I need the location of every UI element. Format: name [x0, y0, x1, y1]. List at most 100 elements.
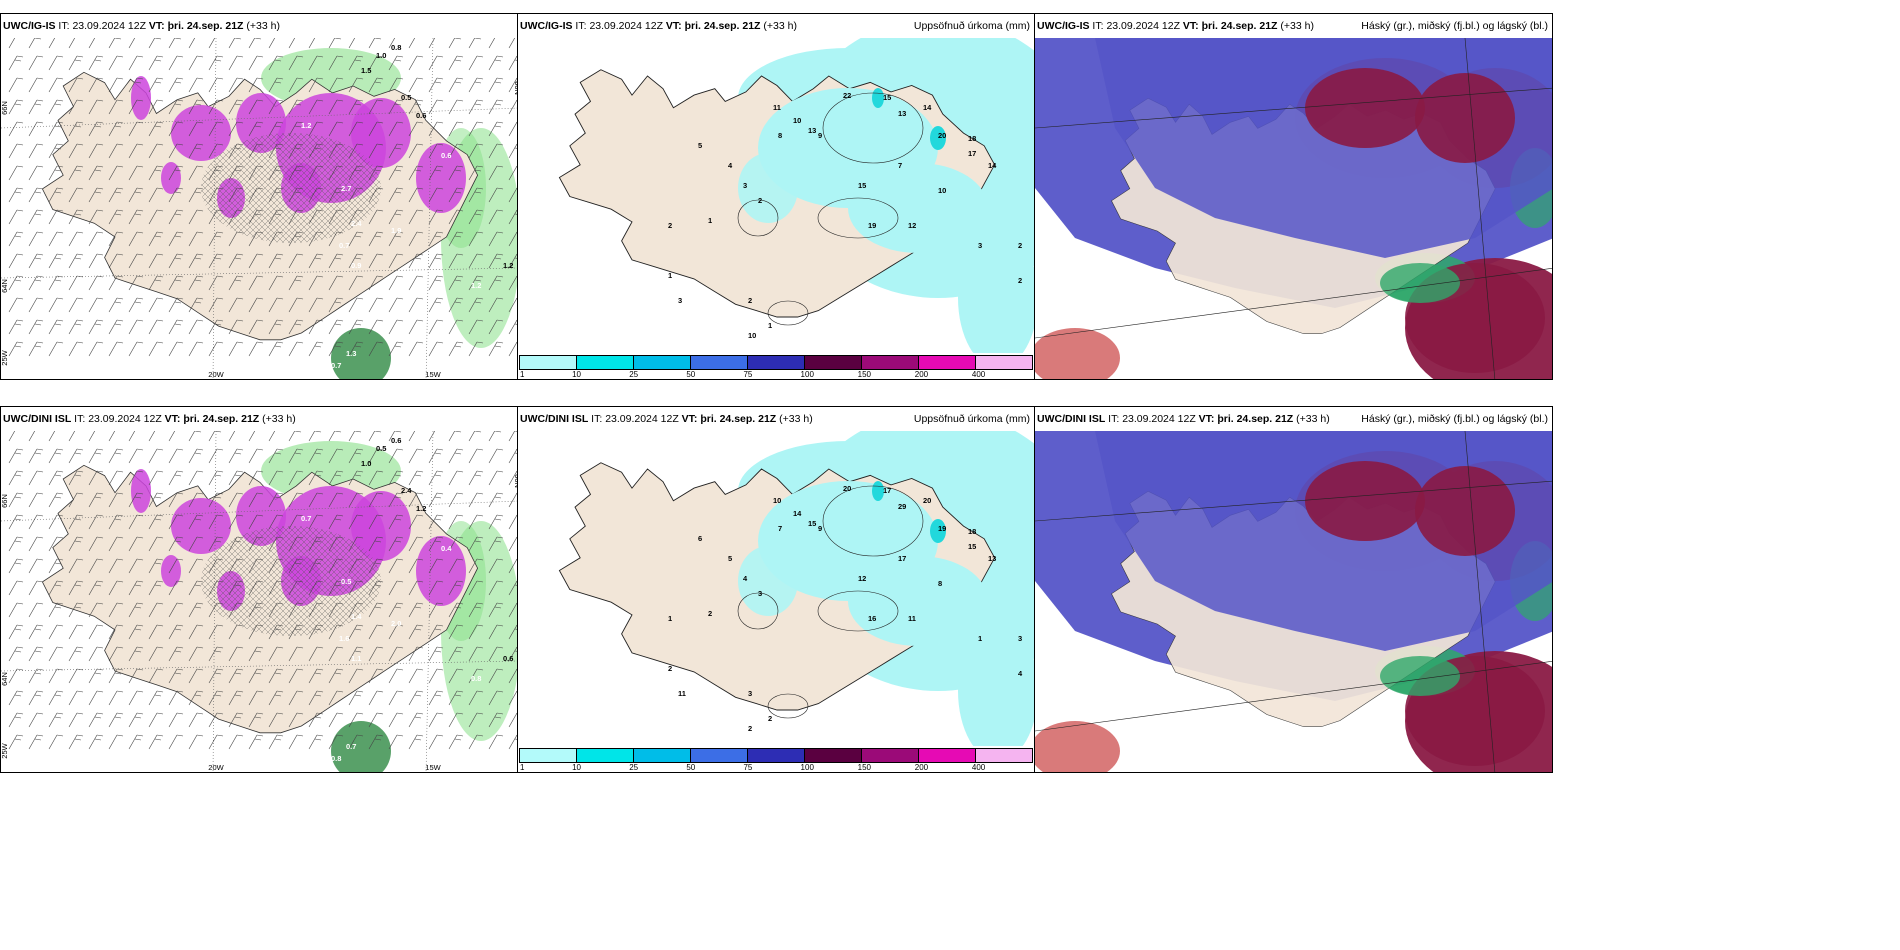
precip-value-label: 15 — [858, 181, 866, 190]
precip-value-label: 10 — [773, 496, 781, 505]
colorbar-swatch — [691, 356, 748, 369]
precip-value-label: 18 — [968, 134, 976, 143]
panel-precip-dini: UWC/DINI ISL IT: 23.09.2024 12Z VT: þri.… — [517, 406, 1035, 773]
snow-value-label: 0.4 — [441, 544, 452, 553]
precip-value-label: 6 — [698, 534, 702, 543]
lat-label: 66N — [513, 81, 518, 95]
colorbar-tick-label: 100 — [800, 763, 814, 772]
precip-value-label: 3 — [743, 181, 747, 190]
precip-value-label: 7 — [898, 161, 902, 170]
lat-label: 25W — [1, 742, 9, 758]
precip-value-label: 9 — [818, 131, 822, 140]
snow-value-label: 1.3 — [346, 349, 356, 358]
snow-value-label: 2.7 — [341, 184, 351, 193]
colorbar-swatch — [862, 356, 919, 369]
precip-value-label: 11 — [773, 103, 781, 112]
snow-value-label: 1.6 — [339, 634, 349, 643]
precip-value-label: 20 — [923, 496, 931, 505]
precip-value-label: 19 — [938, 524, 946, 533]
precip-value-label: 2 — [1018, 241, 1022, 250]
precip-colorbar: 1 10 25 50 75 100 150 200 400 — [518, 353, 1034, 379]
precip-value-label: 3 — [758, 589, 762, 598]
wind-map: 20W 15W 66N 64N 25W 66N 0.5 0.6 1.0 2.4 1.2 0.6 0.5 1… — [1, 431, 517, 772]
precip-value-label: 2 — [1018, 276, 1022, 285]
precip-value-label: 8 — [778, 131, 782, 140]
precip-value-label: 13 — [808, 126, 816, 135]
panel-right-title: Háský (gr.), miðský (fj.bl.) og lágský (… — [1361, 407, 1548, 431]
colorbar-tick-label: 150 — [857, 370, 872, 379]
lon-label: 15W — [425, 370, 441, 379]
colorbar-swatch — [634, 356, 691, 369]
precip-value-label: 12 — [908, 221, 916, 230]
colorbar-tick-label: 400 — [971, 763, 986, 772]
precip-value-label: 2 — [758, 196, 762, 205]
precip-value-label: 10 — [793, 116, 801, 125]
precip-value-label: 2 — [768, 714, 772, 723]
precip-value-label: 17 — [968, 149, 976, 158]
lon-label: 20W — [208, 370, 224, 379]
panel-wind-igis: UWC/IG-IS IT: 23.09.2024 12Z VT: þri. 24… — [0, 13, 518, 380]
colorbar-tick-label: 50 — [686, 370, 696, 379]
precip-value-label: 3 — [978, 241, 982, 250]
cloud-map — [1035, 38, 1552, 379]
colorbar-swatch — [577, 356, 634, 369]
snow-value-label: 0.6 — [416, 111, 426, 120]
snow-value-label: 0.8 — [331, 754, 341, 763]
colorbar-swatch — [577, 749, 634, 762]
panel-cloud-dini: UWC/DINI ISL IT: 23.09.2024 12Z VT: þri.… — [1034, 406, 1553, 773]
colorbar-tick-label: 10 — [572, 370, 582, 379]
precip-value-label: 1 — [768, 321, 772, 330]
panel-right-title: Háský (gr.), miðský (fj.bl.) og lágský (… — [1361, 14, 1548, 38]
precip-value-label: 14 — [923, 103, 932, 112]
precip-value-label: 2 — [668, 664, 672, 673]
precip-value-label: 5 — [728, 554, 732, 563]
precip-value-label: 3 — [1018, 634, 1022, 643]
panel-cloud-igis: UWC/IG-IS IT: 23.09.2024 12Z VT: þri. 24… — [1034, 13, 1553, 380]
precip-value-label: 14 — [793, 509, 802, 518]
snow-value-label: 1.1 — [351, 654, 361, 663]
snow-value-label: 1.2 — [471, 281, 481, 290]
precip-value-label: 1 — [668, 271, 672, 280]
precip-value-label: 17 — [898, 554, 906, 563]
precip-value-label: 3 — [748, 689, 752, 698]
snow-value-label: 0.7 — [301, 514, 311, 523]
precip-value-label: 20 — [938, 131, 946, 140]
colorbar-swatch — [748, 356, 805, 369]
precip-value-label: 3 — [678, 296, 682, 305]
precip-value-label: 5 — [698, 141, 702, 150]
snow-value-label: 0.9 — [351, 261, 361, 270]
colorbar-tick-label: 25 — [629, 370, 639, 379]
precip-value-label: 13 — [898, 109, 906, 118]
snow-value-label: 1.2 — [503, 261, 513, 270]
snow-value-label: 2.0 — [391, 619, 401, 628]
snow-value-label: 2.4 — [351, 219, 362, 228]
colorbar-tick-label: 400 — [971, 370, 986, 379]
panel-precip-igis: UWC/IG-IS IT: 23.09.2024 12Z VT: þri. 24… — [517, 13, 1035, 380]
colorbar-tick-label: 25 — [629, 763, 639, 772]
snow-value-label: 0.5 — [376, 444, 386, 453]
colorbar-swatch — [976, 356, 1032, 369]
wind-map: 20W 15W 66N 64N 25W 66N 1.0 0.8 1.5 0.5 0.6 1.2 2.7 2… — [1, 38, 518, 379]
panel-wind-dini: UWC/DINI ISL IT: 23.09.2024 12Z VT: þri.… — [0, 406, 518, 773]
colorbar-swatch — [919, 749, 976, 762]
colorbar-tick-label: 75 — [743, 370, 753, 379]
colorbar-tick-label: 50 — [686, 763, 696, 772]
snow-value-label: 0.6 — [391, 436, 401, 445]
colorbar-tick-label: 1 — [520, 370, 525, 379]
lat-label: 66N — [1, 101, 9, 115]
colorbar-tick-label: 1 — [520, 763, 525, 772]
precip-value-label: 22 — [843, 91, 851, 100]
colorbar-swatch — [520, 356, 577, 369]
colorbar-tick-label: 200 — [914, 763, 929, 772]
snow-value-label: 0.6 — [503, 654, 513, 663]
colorbar-swatch — [520, 749, 577, 762]
lat-label: 64N — [1, 279, 9, 293]
colorbar-swatch — [805, 356, 862, 369]
snow-value-label: 1.2 — [416, 504, 426, 513]
cloud-map — [1035, 431, 1552, 772]
lat-label: 66N — [1, 494, 9, 508]
precip-value-label: 14 — [988, 161, 997, 170]
snow-value-label: 1.2 — [301, 121, 311, 130]
